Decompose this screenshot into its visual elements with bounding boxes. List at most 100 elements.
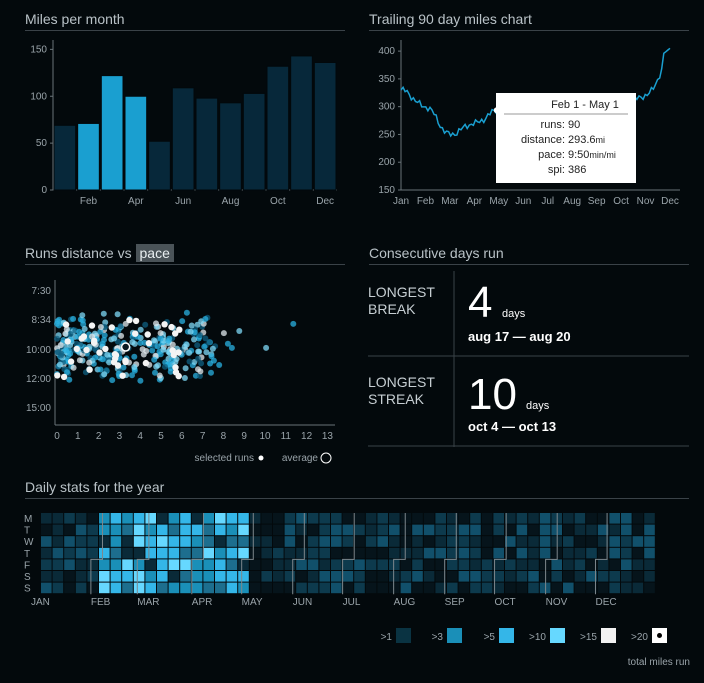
day-cell — [493, 524, 504, 536]
day-cell — [99, 547, 110, 559]
y-tick-label: 7:30 — [32, 286, 52, 297]
y-tick-label: 50 — [36, 138, 48, 149]
selected-run-point — [54, 372, 61, 379]
day-cell — [157, 513, 168, 524]
day-cell — [226, 559, 238, 570]
bar — [148, 140, 171, 191]
day-cell — [528, 582, 539, 594]
day-cell — [226, 513, 238, 524]
day-cell — [75, 536, 87, 547]
day-cell — [319, 513, 330, 524]
day-cell — [505, 524, 516, 536]
day-cell — [563, 547, 574, 559]
day-cell — [203, 513, 214, 524]
tooltip-value: 386 — [568, 164, 586, 176]
run-point — [224, 340, 231, 347]
selected-run-point — [67, 358, 75, 365]
day-cell — [574, 547, 586, 559]
day-cell — [133, 536, 145, 547]
month-label: NOV — [546, 597, 568, 608]
run-point — [151, 337, 157, 344]
day-cell — [574, 513, 586, 524]
day-cell — [157, 536, 168, 547]
day-cell — [157, 547, 168, 559]
day-cell — [87, 524, 98, 536]
day-cell — [52, 524, 64, 536]
day-cell — [644, 547, 655, 559]
day-cell — [133, 582, 145, 594]
day-cell — [168, 571, 180, 582]
day-cell — [377, 571, 388, 582]
legend-label: >5 — [484, 632, 496, 643]
x-tick-label: May — [489, 196, 508, 207]
day-cell — [261, 524, 272, 536]
day-cell — [261, 571, 272, 582]
day-cell — [87, 513, 98, 524]
month-boundary — [393, 513, 406, 595]
selected-run-point — [88, 322, 96, 329]
x-tick-label: 1 — [75, 431, 81, 442]
day-cell — [400, 571, 412, 582]
divider — [25, 30, 345, 31]
x-tick-label: Apr — [467, 196, 483, 207]
day-cell — [586, 571, 597, 582]
run-point — [169, 341, 176, 348]
day-cell — [621, 582, 632, 594]
selected-run-point — [64, 338, 71, 345]
day-cell — [273, 524, 284, 536]
day-cell — [249, 559, 261, 570]
run-point — [179, 318, 186, 325]
run-point — [201, 343, 208, 350]
day-cell — [284, 547, 296, 559]
run-point — [167, 368, 174, 375]
run-point — [106, 359, 113, 366]
x-tick-label: Apr — [128, 196, 144, 207]
run-point — [207, 360, 214, 367]
selected-run-point — [91, 337, 98, 344]
bar — [77, 122, 100, 191]
day-cell — [505, 559, 516, 570]
y-tick-label: 8:34 — [32, 315, 52, 326]
run-point — [137, 377, 144, 384]
day-cell — [180, 536, 191, 547]
x-tick-label: Mar — [441, 196, 459, 207]
day-cell — [215, 524, 226, 536]
divider — [369, 264, 689, 265]
day-cell — [203, 559, 214, 570]
day-cell — [354, 524, 365, 536]
day-cell — [528, 571, 539, 582]
day-cell — [563, 559, 574, 570]
day-cell — [296, 582, 307, 594]
day-cell — [458, 582, 470, 594]
day-cell — [435, 559, 446, 570]
day-cell — [99, 582, 110, 594]
day-cell — [574, 582, 586, 594]
bar — [290, 55, 313, 191]
x-tick-label: Dec — [661, 196, 679, 207]
pace-toggle[interactable]: pace — [135, 244, 174, 262]
day-cell — [110, 582, 122, 594]
run-point — [97, 366, 104, 373]
day-cell — [215, 513, 226, 524]
run-point — [156, 372, 163, 379]
day-cell — [609, 547, 620, 559]
run-point — [67, 331, 74, 337]
day-cell — [400, 559, 412, 570]
month-label: MAY — [242, 597, 263, 608]
run-point — [117, 323, 124, 330]
day-cell — [539, 513, 551, 524]
bar — [53, 124, 77, 191]
run-point — [203, 349, 210, 356]
day-cell — [41, 524, 52, 536]
day-cell — [157, 524, 168, 536]
break-label-2: BREAK — [368, 301, 416, 317]
day-cell — [331, 547, 342, 559]
month-boundary — [545, 513, 558, 595]
run-point — [198, 360, 205, 367]
day-cell — [75, 547, 87, 559]
run-point — [111, 335, 118, 342]
day-cell — [133, 559, 145, 570]
selected-run-point — [108, 324, 116, 331]
legend-selected-label: selected runs — [195, 453, 254, 464]
day-cell — [273, 547, 284, 559]
